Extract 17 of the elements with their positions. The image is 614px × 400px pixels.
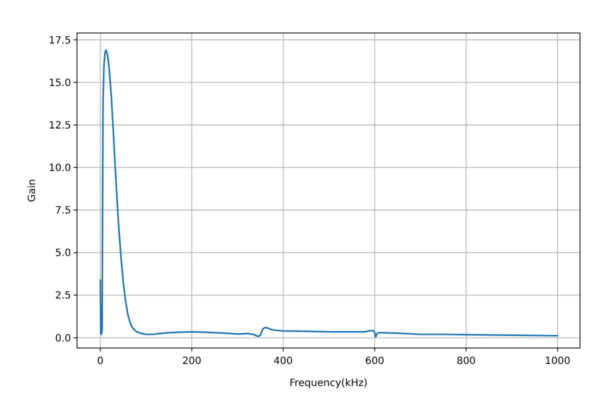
x-axis-title: Frequency(kHz) bbox=[289, 378, 368, 389]
line-series bbox=[100, 49, 558, 338]
y-tick-label: 15.0 bbox=[48, 78, 71, 89]
y-tick-label: 5.0 bbox=[55, 248, 71, 260]
y-tick-label: 17.5 bbox=[48, 35, 71, 46]
y-axis-title: Gain bbox=[27, 179, 38, 202]
y-tick-label: 0.0 bbox=[55, 333, 71, 344]
x-tick-label: 1000 bbox=[544, 356, 570, 367]
y-tick-label: 2.5 bbox=[55, 290, 71, 302]
y-tick-label: 10.0 bbox=[48, 163, 71, 174]
y-tick-label: 7.5 bbox=[55, 206, 71, 217]
y-tick-label: 12.5 bbox=[48, 120, 71, 132]
x-tick-label: 600 bbox=[365, 356, 384, 367]
x-tick-label: 800 bbox=[456, 356, 476, 367]
x-tick-label: 200 bbox=[182, 356, 202, 367]
x-tick-label: 0 bbox=[97, 356, 104, 367]
x-tick-label: 400 bbox=[274, 356, 293, 367]
